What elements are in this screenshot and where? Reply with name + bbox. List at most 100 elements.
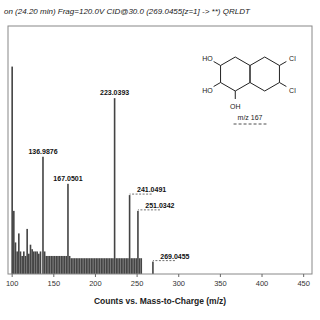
bar [59, 256, 61, 274]
x-tick [53, 274, 54, 277]
bar [112, 258, 114, 274]
structure-label: Cl [289, 55, 296, 62]
bar [42, 157, 44, 274]
bar [79, 258, 81, 274]
bar [152, 262, 154, 274]
bar [87, 258, 89, 274]
bar [90, 258, 92, 274]
bar [120, 258, 122, 274]
plot-frame [8, 26, 312, 274]
structure: m/z 167 HO HO OH Cl Cl [202, 55, 296, 125]
x-axis-label: Counts vs. Mass-to-Charge (m/z) [94, 296, 226, 306]
bar [105, 258, 107, 274]
bar [69, 256, 71, 274]
bar [94, 258, 96, 274]
peak-label: 269.0455 [160, 253, 189, 260]
structure-bond [279, 62, 286, 66]
bar [40, 251, 42, 274]
bar [62, 256, 64, 274]
x-tick-label: 200 [89, 279, 102, 288]
bar [75, 258, 77, 274]
bar [38, 254, 40, 274]
bar [52, 256, 54, 274]
structure-bond [235, 91, 236, 99]
bar [57, 256, 59, 274]
structure-label: OH [230, 103, 241, 110]
bar [134, 258, 136, 274]
x-tick [137, 274, 138, 277]
bar [140, 258, 142, 274]
bar [51, 256, 53, 274]
bar [125, 258, 127, 274]
title: on (24.20 min) Frag=120.0V CID@30.0 (269… [4, 7, 251, 16]
x-tick [220, 274, 221, 277]
bar [139, 258, 141, 274]
bar [77, 258, 79, 274]
bar [97, 258, 99, 274]
peak-label: 251.0342 [145, 202, 174, 209]
bar [15, 242, 17, 274]
structure-bond [214, 62, 221, 66]
bars [11, 67, 153, 274]
bar [36, 251, 38, 274]
bar [18, 233, 20, 274]
bar [28, 254, 30, 274]
peak-labels: 136.9876167.0501223.0393241.0491251.0342… [28, 89, 189, 260]
bar [26, 229, 28, 274]
x-tick-label: 150 [48, 279, 61, 288]
caption-rule [234, 124, 267, 125]
bar [70, 258, 72, 274]
bar [66, 256, 68, 274]
structure-label: Cl [289, 87, 296, 94]
bar [84, 258, 86, 274]
peak-label: 167.0501 [53, 175, 82, 182]
x-tick-label: 350 [214, 279, 227, 288]
bar [127, 258, 129, 274]
structure-label: HO [202, 87, 213, 94]
bar [92, 258, 94, 274]
bar [137, 211, 139, 274]
bar [85, 258, 87, 274]
leader-line [130, 194, 152, 195]
bar [49, 256, 51, 274]
bar [130, 258, 132, 274]
structure-caption: m/z 167 [238, 114, 263, 121]
bar [132, 258, 134, 274]
x-tick-label: 100 [6, 279, 19, 288]
leader-line [153, 260, 175, 261]
bar [30, 245, 32, 274]
peak-label: 241.0491 [137, 186, 166, 193]
bar [56, 256, 58, 274]
bar [25, 256, 27, 274]
bar [114, 98, 116, 274]
bar [107, 258, 109, 274]
peak-label: 223.0393 [100, 89, 129, 96]
bar [102, 258, 104, 274]
bar [89, 258, 91, 274]
structure-bond [214, 83, 221, 87]
structure-ring [250, 57, 279, 91]
leader-line [138, 209, 160, 210]
x-tick-label: 300 [172, 279, 185, 288]
bar [122, 258, 124, 274]
bar [16, 251, 18, 274]
bar [64, 256, 66, 274]
bar [110, 258, 112, 274]
bar [47, 256, 49, 274]
structure-label: HO [202, 55, 213, 62]
bar [61, 256, 63, 274]
x-tick-label: 250 [131, 279, 144, 288]
bar [80, 258, 82, 274]
bar [99, 258, 101, 274]
bar [119, 258, 121, 274]
x-tick-label: 400 [256, 279, 269, 288]
chart: on (24.20 min) Frag=120.0V CID@30.0 (269… [0, 0, 320, 320]
bar [54, 256, 56, 274]
bar [21, 256, 23, 274]
bar [95, 258, 97, 274]
x-tick-label: 450 [297, 279, 310, 288]
bar [20, 251, 22, 274]
bar [44, 251, 46, 274]
bar [11, 67, 13, 274]
bar [33, 251, 35, 274]
